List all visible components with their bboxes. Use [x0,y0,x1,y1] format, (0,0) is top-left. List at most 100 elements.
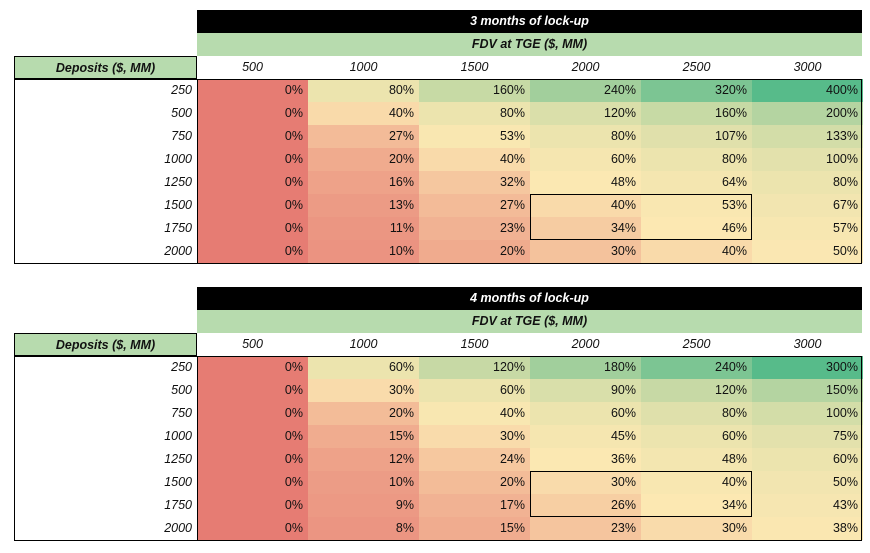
row-label: 1000 [164,429,192,443]
value-cell: 45% [530,425,641,448]
value-cell: 27% [308,125,419,148]
value-cell: 9% [308,494,419,517]
column-header: 1000 [349,60,378,74]
value-cell: 0% [197,102,308,125]
row-label: 250 [171,360,192,374]
value-cell: 53% [419,125,530,148]
column-header-row: Deposits ($, MM) 500 1000 1500 2000 2500… [14,333,863,356]
value-cell: 67% [752,194,863,217]
column-header: 2000 [571,337,600,351]
row-label: 250 [171,83,192,97]
value-cell: 80% [752,171,863,194]
table-subtitle: FDV at TGE ($, MM) [197,33,862,56]
row-header-label: Deposits ($, MM) [14,56,197,79]
value-cell: 0% [197,494,308,517]
value-cell: 120% [530,102,641,125]
row-label: 500 [171,106,192,120]
column-header-row: Deposits ($, MM) 500 1000 1500 2000 2500… [14,56,863,79]
value-cell: 0% [197,79,308,102]
column-header: 500 [242,337,263,351]
value-cell: 17% [419,494,530,517]
value-cell: 200% [752,102,863,125]
row-label: 1250 [164,175,192,189]
row-label: 1750 [164,498,192,512]
row-label: 750 [171,406,192,420]
value-cell: 30% [530,471,641,494]
table-title: 4 months of lock-up [197,287,862,310]
value-cell: 30% [641,517,752,540]
row-label: 500 [171,383,192,397]
column-header: 500 [242,60,263,74]
value-cell: 10% [308,240,419,263]
value-cell: 12% [308,448,419,471]
value-cell: 133% [752,125,863,148]
value-cell: 13% [308,194,419,217]
column-header: 1500 [460,337,489,351]
value-cell: 30% [530,240,641,263]
value-cell: 120% [419,356,530,379]
value-cell: 0% [197,379,308,402]
value-cell: 11% [308,217,419,240]
column-header: 1500 [460,60,489,74]
value-cell: 0% [197,448,308,471]
value-cell: 57% [752,217,863,240]
value-cell: 107% [641,125,752,148]
value-cell: 20% [308,402,419,425]
column-header: 2000 [571,60,600,74]
table-subtitle: FDV at TGE ($, MM) [197,310,862,333]
value-cell: 38% [752,517,863,540]
value-cell: 80% [419,102,530,125]
row-label: 1000 [164,152,192,166]
table-row: 1000 0% 15% 30% 45% 60% 75% [14,425,863,448]
column-header: 2500 [682,60,711,74]
value-cell: 16% [308,171,419,194]
value-cell: 43% [752,494,863,517]
value-cell: 0% [197,425,308,448]
value-cell: 75% [752,425,863,448]
value-cell: 300% [752,356,863,379]
value-cell: 0% [197,194,308,217]
value-cell: 0% [197,517,308,540]
column-header: 2500 [682,337,711,351]
value-cell: 80% [530,125,641,148]
value-cell: 46% [641,217,752,240]
value-cell: 240% [530,79,641,102]
value-cell: 160% [641,102,752,125]
value-cell: 34% [641,494,752,517]
value-cell: 320% [641,79,752,102]
value-cell: 100% [752,148,863,171]
column-header: 3000 [793,60,822,74]
value-cell: 0% [197,240,308,263]
value-cell: 23% [530,517,641,540]
value-cell: 40% [419,148,530,171]
value-cell: 15% [419,517,530,540]
value-cell: 60% [752,448,863,471]
value-cell: 60% [530,402,641,425]
value-cell: 180% [530,356,641,379]
value-cell: 90% [530,379,641,402]
value-cell: 53% [641,194,752,217]
table-row: 1000 0% 20% 40% 60% 80% 100% [14,148,863,171]
row-label: 750 [171,129,192,143]
row-label: 2000 [164,244,192,258]
value-cell: 80% [641,148,752,171]
table-row: 1750 0% 9% 17% 26% 34% 43% [14,494,863,517]
table-title: 3 months of lock-up [197,10,862,33]
table-row: 500 0% 30% 60% 90% 120% 150% [14,379,863,402]
row-label: 1500 [164,475,192,489]
value-cell: 0% [197,148,308,171]
table-row: 500 0% 40% 80% 120% 160% 200% [14,102,863,125]
value-cell: 30% [419,425,530,448]
value-cell: 150% [752,379,863,402]
value-cell: 0% [197,471,308,494]
value-cell: 24% [419,448,530,471]
value-cell: 48% [530,171,641,194]
value-cell: 27% [419,194,530,217]
row-label: 1250 [164,452,192,466]
table-row: 1500 0% 13% 27% 40% 53% 67% [14,194,863,217]
value-cell: 48% [641,448,752,471]
value-cell: 40% [530,194,641,217]
value-cell: 26% [530,494,641,517]
table-row: 750 0% 27% 53% 80% 107% 133% [14,125,863,148]
table-row: 2000 0% 10% 20% 30% 40% 50% [14,240,863,263]
